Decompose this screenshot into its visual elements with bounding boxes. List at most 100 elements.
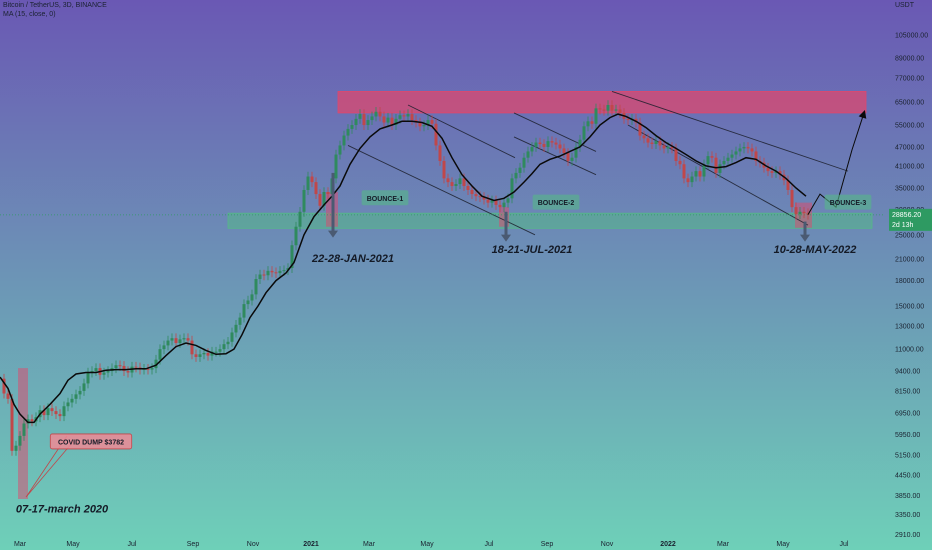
candle-body — [94, 368, 98, 372]
candle-body — [374, 111, 378, 117]
candle-body — [258, 274, 262, 280]
candle-body — [654, 141, 658, 144]
y-tick-label: 3850.00 — [895, 493, 920, 500]
candle-body — [122, 365, 126, 372]
candle-body — [610, 105, 614, 111]
candle-body — [410, 114, 414, 121]
candle-body — [282, 270, 286, 272]
candle-body — [254, 279, 258, 295]
x-tick-label: 2021 — [303, 541, 319, 548]
candle-body — [686, 178, 690, 183]
candle-body — [366, 120, 370, 126]
candle-body — [162, 345, 166, 350]
candle-body — [290, 245, 294, 269]
candle-body — [474, 194, 478, 197]
x-tick-label: Mar — [717, 541, 730, 548]
candle-body — [550, 141, 554, 143]
y-tick-label: 41000.00 — [895, 163, 924, 170]
candle-body — [790, 189, 794, 208]
x-tick-label: Nov — [247, 541, 260, 548]
candle-body — [398, 115, 402, 119]
candle-body — [666, 146, 670, 149]
candle-body — [418, 122, 422, 127]
y-tick-label: 13000.00 — [895, 323, 924, 330]
candle-body — [370, 116, 374, 121]
candle-body — [434, 123, 438, 146]
candle-body — [502, 202, 506, 208]
candle-body — [102, 372, 106, 375]
candle-body — [326, 192, 330, 195]
candle-body — [718, 164, 722, 173]
x-tick-label: May — [420, 541, 434, 548]
candle-body — [658, 141, 662, 146]
candle-body — [566, 152, 570, 161]
candle-body — [182, 338, 186, 340]
candle-body — [486, 199, 490, 203]
annotation-box — [824, 194, 872, 210]
bounce-label: COVID DUMP $3782 — [58, 439, 124, 446]
candle-body — [222, 344, 226, 350]
candle-body — [350, 125, 354, 129]
candle-body — [714, 157, 718, 173]
candle-body — [278, 270, 282, 274]
candle-body — [478, 196, 482, 198]
candle-body — [466, 186, 470, 190]
candle-body — [614, 109, 618, 111]
candle-body — [310, 176, 314, 183]
candle-body — [530, 146, 534, 152]
y-tick-label: 5950.00 — [895, 432, 920, 439]
candle-body — [406, 114, 410, 117]
candle-body — [602, 109, 606, 111]
y-tick-label: 77000.00 — [895, 76, 924, 83]
candle-body — [754, 151, 758, 161]
candle-body — [70, 398, 74, 403]
candle-body — [446, 178, 450, 183]
candle-body — [710, 156, 714, 158]
y-tick-label: 89000.00 — [895, 56, 924, 63]
channel-line — [513, 136, 597, 176]
candle-body — [234, 324, 238, 333]
candle-body — [462, 178, 466, 187]
candle-body — [426, 120, 430, 126]
date-annotation: 18-21-JUL-2021 — [492, 244, 573, 256]
indicator-legend[interactable]: MA (15, close, 0) — [3, 11, 56, 18]
candle-body — [394, 118, 398, 126]
candle-body — [74, 394, 78, 399]
x-tick-label: Mar — [363, 541, 376, 548]
candle-body — [198, 354, 202, 357]
candle-body — [230, 332, 234, 342]
candle-body — [794, 207, 798, 215]
candle-body — [574, 146, 578, 158]
candle-body — [346, 128, 350, 136]
y-tick-label: 35000.00 — [895, 185, 924, 192]
candle-body — [698, 171, 702, 177]
candle-body — [266, 270, 270, 276]
x-tick-label: May — [66, 541, 80, 548]
y-tick-label: 9400.00 — [895, 369, 920, 376]
candle-body — [146, 368, 150, 370]
candle-body — [206, 353, 210, 356]
x-tick-label: Sep — [541, 541, 554, 548]
candle-body — [362, 114, 366, 126]
y-tick-label: 25000.00 — [895, 232, 924, 239]
x-tick-label: Jul — [485, 541, 494, 548]
candle-body — [246, 300, 250, 305]
y-tick-label: 5150.00 — [895, 452, 920, 459]
ma-line — [0, 113, 807, 424]
candle-body — [6, 393, 10, 399]
candle-body — [438, 145, 442, 161]
candle-body — [670, 146, 674, 149]
candle-body — [494, 200, 498, 205]
candle-body — [542, 143, 546, 147]
y-tick-label: 4450.00 — [895, 473, 920, 480]
support-zone — [227, 212, 873, 229]
candle-body — [2, 378, 6, 394]
candle-body — [514, 172, 518, 179]
candle-body — [558, 144, 562, 149]
candle-body — [150, 368, 154, 370]
candle-body — [690, 176, 694, 183]
candle-body — [194, 354, 198, 357]
candle-body — [338, 145, 342, 155]
